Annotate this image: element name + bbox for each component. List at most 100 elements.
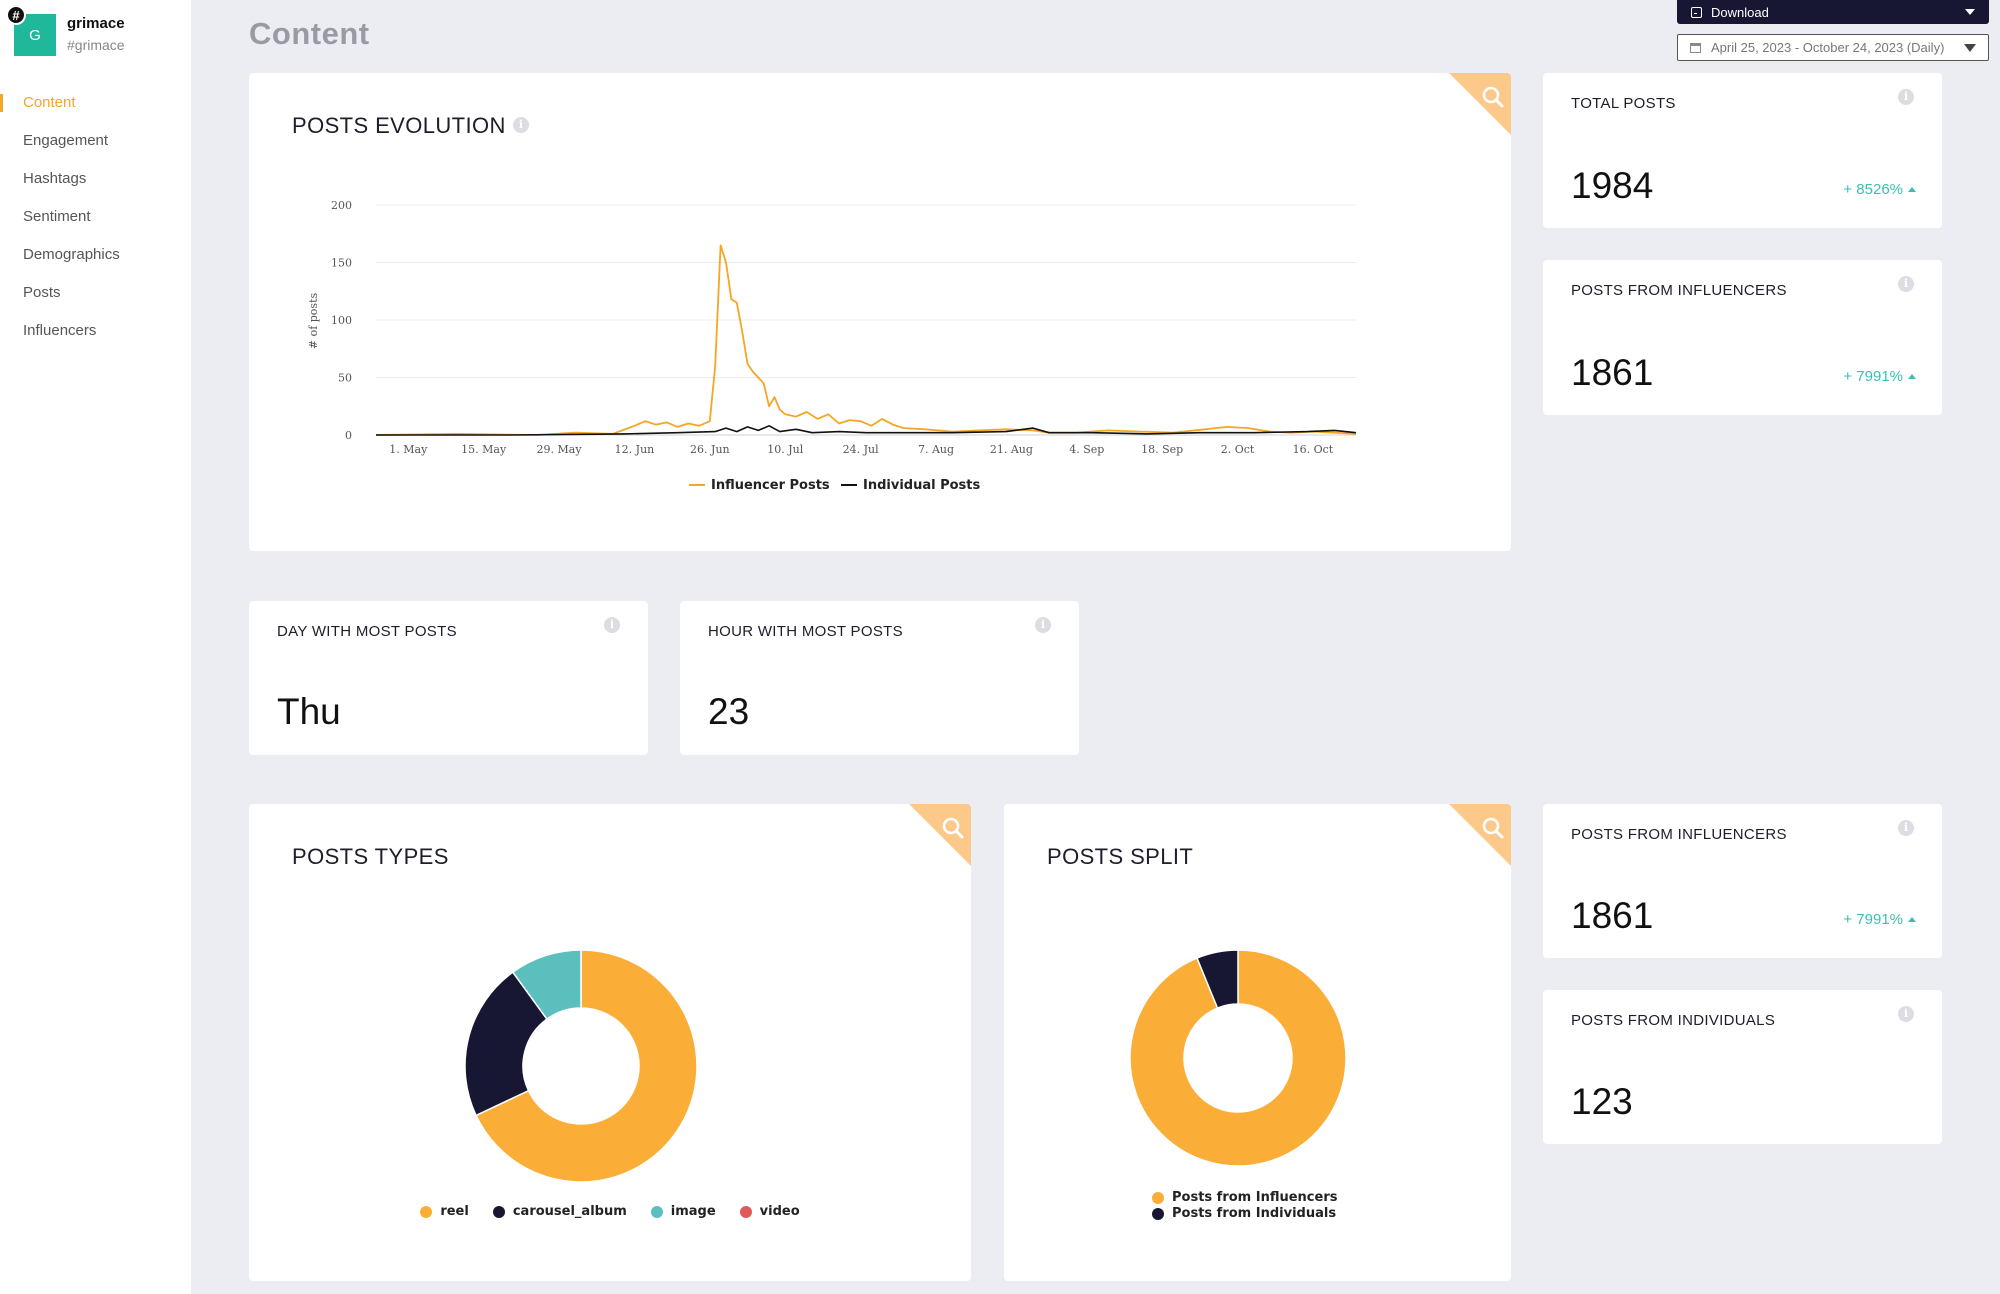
x-tick-label: 10. Jul xyxy=(767,443,803,456)
legend-item-individual-posts[interactable]: Individual Posts xyxy=(841,478,981,493)
legend-item-posts-from-influencers[interactable]: Posts from Influencers xyxy=(1152,1190,1337,1206)
sidebar-item-influencers[interactable]: Influencers xyxy=(23,322,97,339)
posts-from-influencers-card: POSTS FROM INFLUENCERS i 1861 + 7991% xyxy=(1543,260,1942,415)
y-axis-title: # of posts xyxy=(307,293,320,350)
page-title: Content xyxy=(249,16,370,51)
legend-label: Individual Posts xyxy=(863,478,981,493)
series-line-individual-posts[interactable] xyxy=(376,425,1357,436)
stat-change-text: + 7991% xyxy=(1843,368,1903,385)
posts-split-title: POSTS SPLIT xyxy=(1047,844,1194,869)
legend-dot xyxy=(492,1205,505,1218)
slice-carousel-album[interactable] xyxy=(464,971,548,1117)
zoom-button[interactable] xyxy=(1449,73,1511,135)
posts-split-donut xyxy=(1129,949,1347,1167)
zoom-button[interactable] xyxy=(909,804,971,866)
date-range-label: April 25, 2023 - October 24, 2023 (Daily… xyxy=(1711,40,1945,55)
download-icon xyxy=(1691,6,1702,18)
x-tick-label: 7. Aug xyxy=(918,443,954,456)
posts-types-card: POSTS TYPES reel carousel_album image video xyxy=(249,804,971,1281)
info-icon[interactable]: i xyxy=(1898,276,1914,292)
sidebar-item-demographics[interactable]: Demographics xyxy=(23,246,120,263)
stat-change: + 8526% xyxy=(1843,181,1916,198)
posts-evolution-title: POSTS EVOLUTION xyxy=(292,113,506,138)
legend-item-reel[interactable]: reel xyxy=(420,1204,469,1219)
chevron-down-icon xyxy=(1964,43,1976,52)
stat-label: HOUR WITH MOST POSTS xyxy=(708,623,903,640)
sidebar-item-engagement[interactable]: Engagement xyxy=(23,132,109,149)
day-most-posts-card: DAY WITH MOST POSTS i Thu xyxy=(249,601,648,755)
legend-label: image xyxy=(670,1204,716,1219)
triangle-up-icon xyxy=(1908,917,1916,922)
total-posts-card: TOTAL POSTS i 1984 + 8526% xyxy=(1543,73,1942,228)
stat-change-text: + 7991% xyxy=(1843,911,1903,928)
stat-value: 1984 xyxy=(1571,165,1654,206)
series-line-influencer-posts[interactable] xyxy=(375,244,1357,436)
zoom-button[interactable] xyxy=(1449,804,1511,866)
account-avatar-wrap[interactable]: G # xyxy=(6,5,56,56)
slice-posts-from-influencers[interactable] xyxy=(1129,949,1347,1167)
legend-item-video[interactable]: video xyxy=(739,1204,800,1219)
stat-value: 1861 xyxy=(1571,352,1654,393)
legend-label: Influencer Posts xyxy=(711,478,830,493)
stat-label: POSTS FROM INFLUENCERS xyxy=(1571,282,1787,299)
x-tick-label: 16. Oct xyxy=(1293,443,1334,456)
stat-value: 1861 xyxy=(1571,895,1654,936)
slice-posts-from-individuals[interactable] xyxy=(1196,949,1239,1010)
calendar-icon xyxy=(1690,42,1701,53)
legend-dot xyxy=(650,1205,663,1218)
stat-change: + 7991% xyxy=(1843,911,1916,928)
info-icon[interactable]: i xyxy=(1035,617,1051,633)
slice-image[interactable] xyxy=(511,949,582,1021)
stat-value: 123 xyxy=(1571,1081,1633,1122)
legend-label: carousel_album xyxy=(512,1204,627,1219)
stat-value: Thu xyxy=(277,691,341,732)
info-icon[interactable]: i xyxy=(1898,1006,1914,1022)
x-tick-label: 12. Jun xyxy=(615,443,655,456)
x-tick-label: 1. May xyxy=(389,443,428,456)
info-icon[interactable]: i xyxy=(604,617,620,633)
slice-reel[interactable] xyxy=(475,949,698,1183)
legend-item-image[interactable]: image xyxy=(650,1204,716,1219)
account-hashtag: #grimace xyxy=(67,37,125,53)
legend-dot xyxy=(739,1205,752,1218)
sidebar-item-posts[interactable]: Posts xyxy=(23,284,61,301)
date-range-picker[interactable]: April 25, 2023 - October 24, 2023 (Daily… xyxy=(1677,34,1989,61)
stat-label: DAY WITH MOST POSTS xyxy=(277,623,457,640)
sidebar-item-hashtags[interactable]: Hashtags xyxy=(23,170,87,187)
info-icon[interactable]: i xyxy=(1898,820,1914,836)
y-tick-label: 200 xyxy=(331,199,352,212)
legend-label: video xyxy=(759,1204,800,1219)
legend-dot xyxy=(1152,1208,1164,1220)
download-button[interactable]: Download xyxy=(1677,0,1989,24)
search-icon xyxy=(909,804,971,866)
posts-split-legend: Posts from Influencers Posts from Individ… xyxy=(1152,1190,1337,1222)
posts-evolution-card: POSTS EVOLUTION i 0 50 100 150 200 1. May 15.… xyxy=(249,73,1511,551)
legend-item-posts-from-individuals[interactable]: Posts from Individuals xyxy=(1152,1206,1337,1222)
x-tick-label: 15. May xyxy=(461,443,507,456)
legend-dot xyxy=(1152,1192,1164,1204)
legend-item-influencer-posts[interactable]: Influencer Posts xyxy=(689,478,830,493)
posts-types-legend: reel carousel_album image video xyxy=(249,1204,971,1219)
info-icon[interactable]: i xyxy=(513,117,529,133)
x-tick-label: 29. May xyxy=(537,443,583,456)
legend-label: Posts from Influencers xyxy=(1172,1190,1338,1205)
posts-from-influencers-card-2: POSTS FROM INFLUENCERS i 1861 + 7991% xyxy=(1543,804,1942,958)
y-tick-label: 100 xyxy=(331,314,352,327)
search-icon xyxy=(1449,804,1511,866)
legend-item-carousel-album[interactable]: carousel_album xyxy=(492,1204,627,1219)
sidebar-item-sentiment[interactable]: Sentiment xyxy=(23,208,91,225)
sidebar: G # grimace #grimace Content Engagement … xyxy=(0,0,191,1294)
legend-label: reel xyxy=(440,1204,469,1219)
info-icon[interactable]: i xyxy=(1898,89,1914,105)
account-name: grimace xyxy=(67,15,125,32)
triangle-up-icon xyxy=(1908,374,1916,379)
y-tick-label: 0 xyxy=(345,429,352,442)
legend-dot xyxy=(420,1205,433,1218)
posts-types-title: POSTS TYPES xyxy=(292,844,449,869)
x-tick-label: 18. Sep xyxy=(1141,443,1183,456)
x-tick-label: 4. Sep xyxy=(1069,443,1104,456)
y-tick-label: 150 xyxy=(331,257,352,270)
sidebar-item-content[interactable]: Content xyxy=(0,84,191,122)
download-label: Download xyxy=(1711,4,1769,20)
stat-label: TOTAL POSTS xyxy=(1571,95,1676,112)
